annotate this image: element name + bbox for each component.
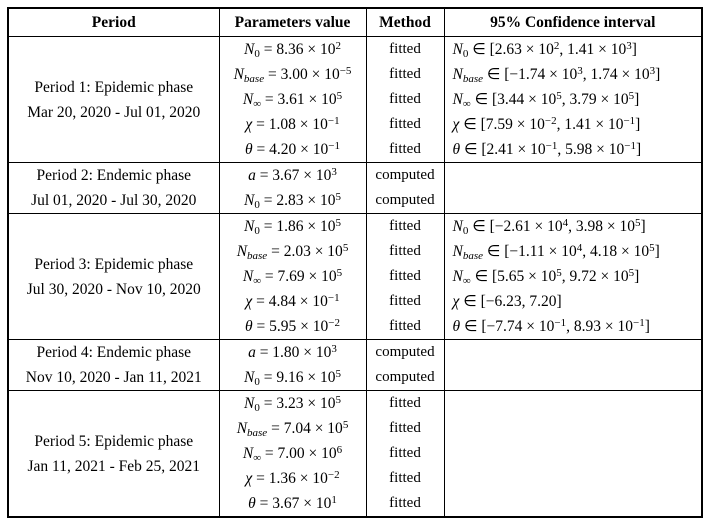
parameter-value: N∞ = 7.69 × 105 [242, 267, 343, 287]
period-name: Period 4: Endemic phase [36, 344, 192, 361]
method-value: fitted [389, 470, 421, 486]
method-value: fitted [389, 445, 421, 461]
period-label-cell: Period 5: Epidemic phase Jan 11, 2021 - F… [7, 390, 220, 518]
confidence-interval [445, 441, 701, 466]
period-name: Period 5: Epidemic phase [34, 432, 194, 450]
period-dates: Mar 20, 2020 - Jul 01, 2020 [27, 103, 201, 121]
parameter-value: N0 = 1.86 × 105 [244, 217, 341, 237]
period-label-cell: Period 2: Endemic phase Jul 01, 2020 - Ju… [7, 162, 220, 214]
period-row: Period 1: Epidemic phase Mar 20, 2020 - J… [7, 36, 703, 163]
confidence-interval: N∞ ∈ [5.65 × 105, 9.72 × 105] [452, 267, 640, 287]
method-value: fitted [389, 243, 421, 259]
method-value: computed [375, 369, 435, 385]
parameter-value-cell: N0 = 1.86 × 105 Nbase = 2.03 × 105 N∞ = 7.… [218, 213, 367, 340]
method-value: computed [375, 192, 435, 208]
period-row: Period 4: Endemic phase Nov 10, 2020 - Ja… [7, 339, 703, 391]
method-value-cell: fitted fitted fitted fitted fitted [365, 36, 445, 163]
confidence-interval: N0 ∈ [−2.61 × 104, 3.98 × 105] [452, 217, 646, 237]
parameter-value-cell: a = 3.67 × 103 N0 = 2.83 × 105 [218, 162, 367, 214]
confidence-interval-cell [443, 390, 703, 518]
period-name: Period 2: Endemic phase [36, 167, 192, 184]
method-value: computed [375, 167, 435, 183]
period-row: Period 5: Epidemic phase Jan 11, 2021 - F… [7, 390, 703, 518]
method-value: computed [375, 344, 435, 360]
method-value: fitted [389, 420, 421, 436]
confidence-interval: N∞ ∈ [3.44 × 105, 3.79 × 105] [452, 90, 640, 110]
parameter-value: N∞ = 7.00 × 106 [242, 444, 343, 464]
method-value: fitted [389, 116, 421, 132]
method-value: fitted [389, 495, 421, 511]
confidence-interval: Nbase ∈ [−1.11 × 104, 4.18 × 105] [452, 242, 660, 262]
method-value-cell: fitted fitted fitted fitted fitted [365, 213, 445, 340]
parameter-value: χ = 4.84 × 10−1 [245, 292, 340, 311]
parameter-value-cell: N0 = 3.23 × 105 Nbase = 7.04 × 105 N∞ = 7.… [218, 390, 367, 518]
period-dates: Jan 11, 2021 - Feb 25, 2021 [27, 457, 201, 475]
confidence-interval [445, 466, 701, 491]
col-header-period: Period [7, 7, 220, 37]
period-row: Period 3: Epidemic phase Jul 30, 2020 - N… [7, 213, 703, 340]
method-value: fitted [389, 268, 421, 284]
method-value-cell: computed computed [365, 339, 445, 391]
period-label-cell: Period 4: Endemic phase Nov 10, 2020 - Ja… [7, 339, 220, 391]
confidence-interval [445, 491, 701, 516]
parameter-value: χ = 1.08 × 10−1 [245, 115, 340, 134]
parameter-value: Nbase = 2.03 × 105 [236, 242, 349, 262]
method-value-cell: fitted fitted fitted fitted fitted [365, 390, 445, 518]
period-row: Period 2: Endemic phase Jul 01, 2020 - Ju… [7, 162, 703, 214]
confidence-interval [445, 188, 701, 213]
confidence-interval: Nbase ∈ [−1.74 × 103, 1.74 × 103] [452, 65, 661, 85]
confidence-interval [445, 365, 701, 390]
period-name: Period 3: Epidemic phase [34, 255, 194, 273]
parameter-value: N0 = 2.83 × 105 [244, 191, 341, 211]
parameter-value: θ = 5.95 × 10−2 [245, 317, 340, 336]
period-label-cell: Period 1: Epidemic phase Mar 20, 2020 - J… [7, 36, 220, 163]
parameter-value: a = 3.67 × 103 [248, 166, 337, 185]
parameter-value: χ = 1.36 × 10−2 [245, 469, 340, 488]
confidence-interval: χ ∈ [−6.23, 7.20] [452, 293, 562, 310]
period-label-cell: Period 3: Epidemic phase Jul 30, 2020 - N… [7, 213, 220, 340]
parameter-value: θ = 4.20 × 10−1 [245, 140, 340, 159]
parameter-value: θ = 3.67 × 101 [248, 494, 337, 513]
header-row: Period Parameters value Method 95% Confi… [7, 7, 703, 37]
parameter-value: Nbase = 3.00 × 10−5 [233, 65, 352, 85]
parameter-value-cell: N0 = 8.36 × 102 Nbase = 3.00 × 10−5 N∞ = 3… [218, 36, 367, 163]
confidence-interval: N0 ∈ [2.63 × 102, 1.41 × 103] [452, 40, 637, 60]
confidence-interval [445, 391, 701, 416]
confidence-interval: θ ∈ [−7.74 × 10−1, 8.93 × 10−1] [452, 317, 650, 336]
parameter-value: N0 = 9.16 × 105 [244, 368, 341, 388]
col-header-parameters: Parameters value [218, 7, 367, 37]
method-value-cell: computed computed [365, 162, 445, 214]
parameter-value: a = 1.80 × 103 [248, 343, 337, 362]
method-value: fitted [389, 395, 421, 411]
period-dates: Nov 10, 2020 - Jan 11, 2021 [25, 369, 202, 386]
col-header-method: Method [365, 7, 445, 37]
method-value: fitted [389, 91, 421, 107]
period-name: Period 1: Epidemic phase [34, 78, 194, 96]
method-value: fitted [389, 141, 421, 157]
parameter-value: N0 = 3.23 × 105 [244, 394, 341, 414]
confidence-interval [445, 416, 701, 441]
parameters-table: Period Parameters value Method 95% Confi… [7, 7, 703, 518]
confidence-interval-cell: N0 ∈ [2.63 × 102, 1.41 × 103] Nbase ∈ [−1… [443, 36, 703, 163]
confidence-interval: χ ∈ [7.59 × 10−2, 1.41 × 10−1] [452, 115, 641, 134]
period-dates: Jul 30, 2020 - Nov 10, 2020 [26, 280, 201, 298]
confidence-interval [445, 164, 701, 189]
method-value: fitted [389, 218, 421, 234]
confidence-interval-cell: N0 ∈ [−2.61 × 104, 3.98 × 105] Nbase ∈ [−… [443, 213, 703, 340]
method-value: fitted [389, 41, 421, 57]
method-value: fitted [389, 318, 421, 334]
col-header-confidence: 95% Confidence interval [443, 7, 703, 37]
parameter-value-cell: a = 1.80 × 103 N0 = 9.16 × 105 [218, 339, 367, 391]
method-value: fitted [389, 293, 421, 309]
confidence-interval-cell [443, 162, 703, 214]
confidence-interval: θ ∈ [2.41 × 10−1, 5.98 × 10−1] [452, 140, 642, 159]
parameter-value: N∞ = 3.61 × 105 [242, 90, 343, 110]
parameter-value: Nbase = 7.04 × 105 [236, 419, 349, 439]
period-dates: Jul 01, 2020 - Jul 30, 2020 [31, 192, 197, 209]
parameter-value: N0 = 8.36 × 102 [244, 40, 341, 60]
confidence-interval [445, 341, 701, 366]
confidence-interval-cell [443, 339, 703, 391]
method-value: fitted [389, 66, 421, 82]
